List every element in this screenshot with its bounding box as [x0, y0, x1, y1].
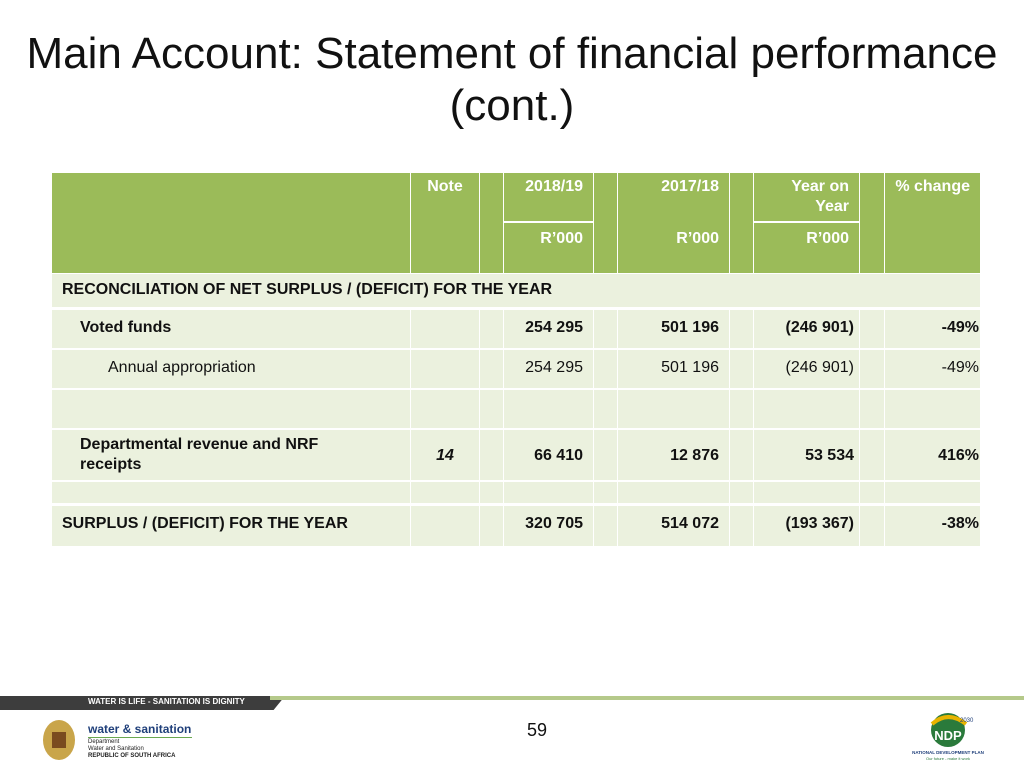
empty-cell — [754, 390, 859, 428]
empty-cell — [480, 506, 503, 546]
table-cell: Voted funds — [52, 310, 410, 348]
table-cell: 320 705 — [504, 506, 593, 546]
empty-cell — [411, 482, 479, 503]
empty-cell — [730, 390, 753, 428]
empty-cell — [411, 310, 479, 348]
ndp-motto: Our future - make it work — [926, 756, 970, 761]
header-cell — [480, 173, 503, 273]
empty-cell — [860, 310, 884, 348]
table-cell: Annual appropriation — [52, 350, 410, 388]
empty-cell — [480, 350, 503, 388]
table-cell: -49% — [885, 310, 980, 348]
header-note: Note — [411, 177, 479, 197]
header-rule — [504, 221, 593, 223]
ndp-logo: 2030 NDP NATIONAL DEVELOPMENT PLAN Our f… — [912, 713, 984, 761]
empty-cell — [594, 310, 617, 348]
empty-cell — [860, 390, 884, 428]
table-cell: 514 072 — [618, 506, 729, 546]
empty-cell — [618, 482, 729, 503]
empty-cell — [504, 482, 593, 503]
logo-text: water & sanitation — [88, 722, 192, 736]
page-number: 59 — [526, 720, 548, 740]
table-cell: SURPLUS / (DEFICIT) FOR THE YEAR — [52, 506, 410, 546]
department: Department Water and Sanitation REPUBLIC O… — [88, 739, 175, 760]
table-cell: (246 901) — [754, 350, 859, 388]
department-line: REPUBLIC OF SOUTH AFRICA — [88, 753, 176, 759]
table-cell: Departmental revenue and NRF receipts — [52, 430, 410, 480]
header-cell — [52, 173, 410, 273]
table-cell: 254 295 — [504, 350, 593, 388]
empty-cell — [594, 482, 617, 503]
empty-cell — [730, 350, 753, 388]
table-cell: 53 534 — [754, 430, 859, 480]
header-yoy: Year on Year — [754, 177, 859, 217]
table-cell: 66 410 — [504, 430, 593, 480]
empty-cell — [860, 506, 884, 546]
ndp-year: 2030 — [960, 718, 974, 724]
empty-cell — [885, 390, 980, 428]
header-year2: 2017/18 — [618, 177, 729, 197]
empty-cell — [504, 390, 593, 428]
table-cell: 254 295 — [504, 310, 593, 348]
ndp-text: NDP — [934, 728, 962, 743]
header-pct: % change — [885, 177, 980, 197]
table-cell: 416% — [885, 430, 980, 480]
header-cell — [730, 173, 753, 273]
logo-rule — [88, 737, 192, 738]
empty-cell — [860, 350, 884, 388]
slide-title: Main Account: Statement of financial per… — [26, 29, 998, 130]
empty-cell — [730, 430, 753, 480]
empty-cell — [754, 482, 859, 503]
header-unit3: R’000 — [754, 229, 859, 249]
empty-cell — [594, 506, 617, 546]
table-cell: 501 196 — [618, 310, 729, 348]
department-line: Water and Sanitation — [88, 746, 144, 752]
table-cell: -38% — [885, 506, 980, 546]
table-cell: (246 901) — [754, 310, 859, 348]
header-unit2: R’000 — [618, 229, 729, 249]
table-cell: -49% — [885, 350, 980, 388]
empty-cell — [411, 350, 479, 388]
empty-cell — [594, 430, 617, 480]
table-cell: 501 196 — [618, 350, 729, 388]
empty-cell — [411, 390, 479, 428]
empty-cell — [480, 310, 503, 348]
section-row: RECONCILIATION OF NET SURPLUS / (DEFICIT… — [52, 274, 980, 307]
footer-line — [270, 696, 1024, 700]
table-cell: 14 — [411, 430, 479, 480]
empty-cell — [52, 390, 410, 428]
header-rule — [754, 221, 859, 223]
empty-cell — [52, 482, 410, 503]
banner-text: WATER IS LIFE - SANITATION IS DIGNITY — [88, 697, 245, 706]
header-year1: 2018/19 — [504, 177, 593, 197]
empty-cell — [860, 430, 884, 480]
table-cell: (193 367) — [754, 506, 859, 546]
empty-cell — [480, 430, 503, 480]
empty-cell — [594, 350, 617, 388]
header-cell — [860, 173, 884, 273]
empty-cell — [594, 390, 617, 428]
empty-cell — [885, 482, 980, 503]
coat-of-arms — [43, 720, 75, 760]
header-unit1: R’000 — [504, 229, 593, 249]
table-cell: 12 876 — [618, 430, 729, 480]
empty-cell — [411, 506, 479, 546]
footer-banner: WATER IS LIFE - SANITATION IS DIGNITY — [0, 696, 285, 710]
header-cell — [594, 173, 617, 273]
empty-cell — [730, 482, 753, 503]
empty-cell — [730, 310, 753, 348]
department-line: Department — [88, 739, 120, 745]
empty-cell — [618, 390, 729, 428]
empty-cell — [860, 482, 884, 503]
empty-cell — [480, 482, 503, 503]
empty-cell — [480, 390, 503, 428]
ndp-name: NATIONAL DEVELOPMENT PLAN — [912, 750, 984, 755]
empty-cell — [730, 506, 753, 546]
